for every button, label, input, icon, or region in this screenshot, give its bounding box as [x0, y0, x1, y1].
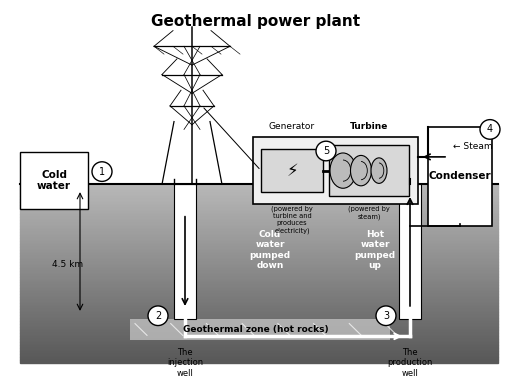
Bar	[20, 303, 498, 306]
Bar	[20, 250, 498, 253]
Bar	[20, 217, 498, 220]
Bar	[20, 276, 498, 280]
Bar	[20, 152, 88, 209]
Bar	[20, 288, 498, 291]
Bar	[20, 357, 498, 360]
Bar	[20, 339, 498, 342]
Text: 5: 5	[323, 146, 329, 156]
Bar	[20, 309, 498, 312]
Text: 3: 3	[383, 311, 389, 321]
Bar	[20, 196, 498, 199]
Bar	[20, 187, 498, 190]
Bar	[20, 336, 498, 339]
Bar	[20, 211, 498, 214]
Bar	[20, 280, 498, 283]
Text: Geothermal power plant: Geothermal power plant	[152, 14, 360, 29]
Bar	[261, 149, 323, 192]
Bar	[20, 348, 498, 351]
Bar	[20, 327, 498, 330]
Ellipse shape	[371, 158, 387, 184]
Bar	[20, 259, 498, 262]
Text: Condenser: Condenser	[429, 172, 492, 182]
Bar	[329, 145, 409, 196]
Bar	[20, 226, 498, 229]
Bar	[20, 306, 498, 309]
Text: The
injection
well: The injection well	[167, 348, 203, 378]
Bar	[20, 265, 498, 268]
Bar	[20, 244, 498, 247]
Text: Hot
water
pumped
up: Hot water pumped up	[354, 230, 396, 270]
Bar	[20, 291, 498, 295]
Circle shape	[480, 120, 500, 139]
Ellipse shape	[351, 156, 372, 186]
Text: (powered by
turbine and
produces
electricity): (powered by turbine and produces electri…	[271, 206, 313, 234]
Text: 1: 1	[99, 167, 105, 177]
Text: Geothermal zone (hot rocks): Geothermal zone (hot rocks)	[183, 325, 329, 334]
Bar	[20, 285, 498, 288]
Text: 4.5 km: 4.5 km	[52, 260, 83, 269]
Bar	[20, 283, 498, 285]
Bar	[20, 256, 498, 259]
Text: ← Steam: ← Steam	[453, 142, 493, 151]
Bar	[399, 184, 421, 319]
Bar	[20, 190, 498, 193]
Bar	[20, 208, 498, 211]
Bar	[20, 229, 498, 232]
Text: Cold
water
pumped
down: Cold water pumped down	[249, 230, 291, 270]
Bar	[20, 312, 498, 315]
Bar	[20, 333, 498, 336]
Bar	[20, 324, 498, 327]
Text: (powered by
steam): (powered by steam)	[348, 206, 390, 220]
Bar	[20, 273, 498, 276]
Bar	[20, 360, 498, 363]
Bar	[130, 319, 390, 340]
Bar	[20, 321, 498, 324]
Text: Turbine: Turbine	[350, 122, 388, 131]
Bar	[20, 342, 498, 345]
Bar	[20, 268, 498, 271]
Bar	[20, 351, 498, 354]
Bar	[20, 297, 498, 300]
Bar	[20, 193, 498, 196]
Text: Generator: Generator	[269, 122, 315, 131]
Bar	[20, 253, 498, 256]
Bar	[20, 262, 498, 265]
Text: Cold
water: Cold water	[37, 170, 71, 191]
Bar	[20, 199, 498, 202]
Circle shape	[148, 306, 168, 326]
Bar	[20, 295, 498, 297]
Bar	[20, 315, 498, 318]
Circle shape	[376, 306, 396, 326]
Bar	[428, 127, 492, 225]
Bar	[20, 300, 498, 303]
Text: The
production
well: The production well	[387, 348, 433, 378]
Text: 4: 4	[487, 124, 493, 134]
Bar	[20, 184, 498, 187]
Ellipse shape	[330, 153, 356, 188]
Bar	[253, 137, 418, 204]
Bar	[20, 318, 498, 321]
Bar	[20, 220, 498, 223]
Bar	[174, 184, 196, 319]
Bar	[20, 214, 498, 217]
Circle shape	[92, 162, 112, 181]
Bar	[20, 271, 498, 273]
Bar	[20, 345, 498, 348]
Bar	[20, 202, 498, 205]
Bar	[20, 241, 498, 244]
Bar	[20, 354, 498, 357]
Bar	[20, 232, 498, 235]
Bar	[20, 247, 498, 250]
Bar	[20, 330, 498, 333]
Text: 2: 2	[155, 311, 161, 321]
Text: ⚡: ⚡	[286, 162, 298, 180]
Circle shape	[316, 141, 336, 161]
Bar	[20, 223, 498, 226]
Bar	[20, 205, 498, 208]
Bar	[20, 235, 498, 238]
Bar	[20, 238, 498, 241]
